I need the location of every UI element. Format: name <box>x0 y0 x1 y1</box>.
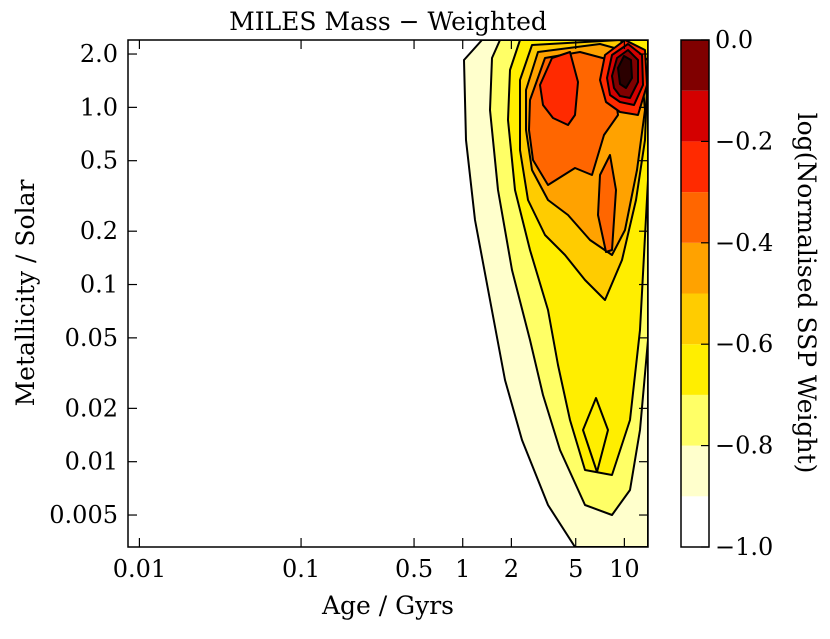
colorbar-band <box>681 394 709 446</box>
contour-band-13 <box>582 397 609 473</box>
colorbar-tick-label: 0.0 <box>715 26 753 54</box>
contour-bands <box>463 40 648 547</box>
y-tick-label: 0.1 <box>80 271 118 299</box>
x-tick-label: 0.01 <box>113 555 166 583</box>
x-tick-label: 2 <box>504 555 519 583</box>
colorbar-tick-label: −0.6 <box>715 330 773 358</box>
y-axis-label: Metallicity / Solar <box>11 180 40 407</box>
y-tick-label: 0.01 <box>65 448 118 476</box>
colorbar-tick-label: −0.4 <box>715 229 773 257</box>
x-tick-label: 5 <box>568 555 583 583</box>
colorbar-ticks: 0.0 −0.2 −0.4 −0.6 −0.8 −1.0 <box>701 26 773 561</box>
y-tick-label: 0.2 <box>80 217 118 245</box>
colorbar-band <box>681 445 709 497</box>
colorbar-band <box>681 192 709 243</box>
y-tick-label: 1.0 <box>80 93 118 121</box>
y-tick-label: 0.5 <box>80 147 118 175</box>
y-tick-label: 0.05 <box>65 324 118 352</box>
x-axis-ticks: 0.01 0.1 0.5 1 2 5 10 <box>113 40 640 583</box>
colorbar-frame <box>680 39 710 548</box>
colorbar <box>681 40 709 547</box>
colorbar-band <box>681 344 709 395</box>
plot-frame <box>127 39 649 548</box>
contour-band-7 <box>539 51 579 126</box>
colorbar-band <box>681 141 709 193</box>
y-axis-ticks: 2.0 1.0 0.5 0.2 0.1 0.05 0.02 0.01 0.005 <box>49 40 648 529</box>
colorbar-band <box>681 293 709 345</box>
y-tick-label: 0.005 <box>49 501 118 529</box>
x-tick-label: 0.1 <box>282 555 320 583</box>
contour-band-12 <box>617 55 633 89</box>
colorbar-band <box>681 90 709 142</box>
x-tick-label: 1 <box>455 555 470 583</box>
colorbar-band <box>681 242 709 294</box>
contour-band-8 <box>597 154 617 253</box>
x-tick-label: 0.5 <box>395 555 433 583</box>
x-tick-label: 10 <box>609 555 640 583</box>
chart-title: MILES Mass − Weighted <box>229 7 547 36</box>
colorbar-label: log(Normalised SSP Weight) <box>792 113 821 474</box>
colorbar-band <box>681 40 709 91</box>
y-tick-label: 0.02 <box>65 394 118 422</box>
colorbar-tick-label: −0.8 <box>715 432 773 460</box>
x-axis-label: Age / Gyrs <box>321 591 454 620</box>
y-tick-label: 2.0 <box>80 40 118 68</box>
colorbar-tick-label: −0.2 <box>715 127 773 155</box>
colorbar-tick-label: −1.0 <box>715 533 773 561</box>
colorbar-band <box>681 496 709 547</box>
